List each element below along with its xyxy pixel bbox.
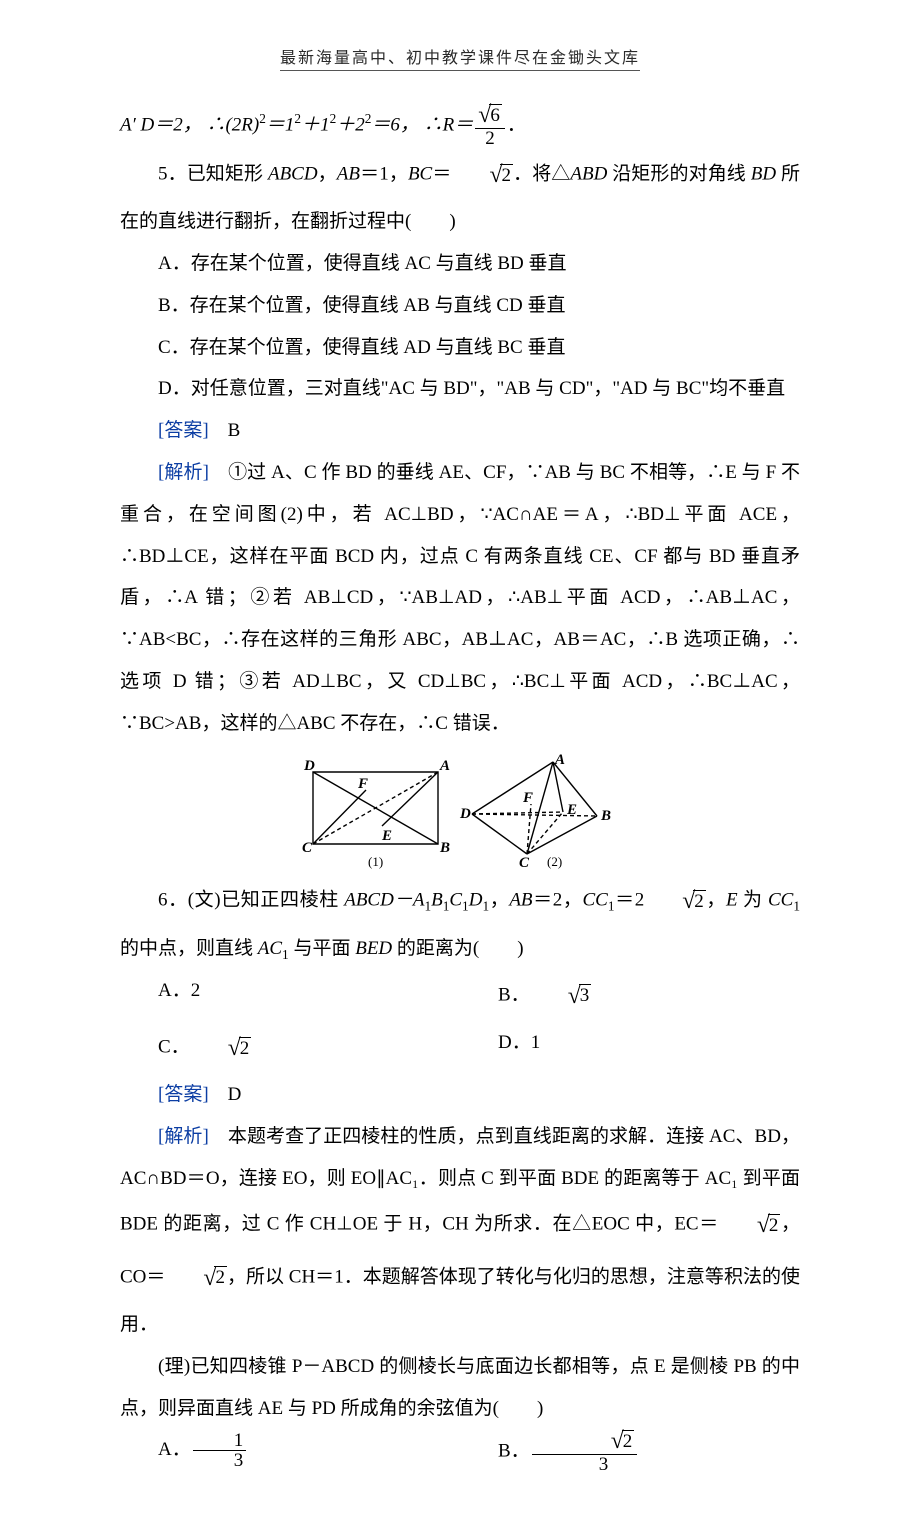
q5-choice-a: A．存在某个位置，使得直线 AC 与直线 BD 垂直 [120, 243, 800, 285]
q6-choice-c: C．√2 [120, 1022, 460, 1074]
q5-stem: 5．已知矩形 ABCD，AB＝1，BC＝√2．将△ABD 沿矩形的对角线 BD … [120, 149, 800, 243]
q5-choice-c: C．存在某个位置，使得直线 AD 与直线 BC 垂直 [120, 327, 800, 369]
q6b-choice-a: A．13 [120, 1429, 460, 1475]
svg-text:C: C [302, 840, 313, 856]
svg-text:B: B [600, 808, 611, 824]
q6-choice-d: D．1 [460, 1022, 800, 1074]
q6b-choices: A．13 B．√23 [120, 1429, 800, 1475]
q6-choice-b: B．√3 [460, 970, 800, 1022]
svg-text:F: F [522, 790, 533, 806]
q5-choice-d: D．对任意位置，三对直线"AC 与 BD"，"AB 与 CD"，"AD 与 BC… [120, 368, 800, 410]
q6b-choice-b: B．√23 [460, 1429, 800, 1475]
svg-text:D: D [303, 758, 315, 774]
svg-text:F: F [357, 776, 368, 792]
q5-answer: [答案] B [120, 410, 800, 452]
q6b-stem: (理)已知四棱锥 P－ABCD 的侧棱长与底面边长都相等，点 E 是侧棱 PB … [120, 1346, 800, 1430]
q6-stem: 6．(文)已知正四棱柱 ABCD－A1B1C1D1，AB＝2，CC1＝2√2，E… [120, 875, 800, 969]
q5-analysis: [解析] ①过 A、C 作 BD 的垂线 AE、CF，∵AB 与 BC 不相等，… [120, 452, 800, 745]
svg-text:D: D [459, 806, 471, 822]
q6-choice-a: A．2 [120, 970, 460, 1022]
svg-text:E: E [381, 828, 392, 844]
carryover-line: A′ D＝2， ∴(2R)2＝12＋12＋22＝6， ∴R＝√62． [120, 103, 800, 149]
q6-analysis: [解析] 本题考查了正四棱柱的性质，点到直线距离的求解．连接 AC、BD，AC∩… [120, 1116, 800, 1346]
svg-text:E: E [566, 802, 577, 818]
q5-choice-b: B．存在某个位置，使得直线 AB 与直线 CD 垂直 [120, 285, 800, 327]
q6-choices: A．2 B．√3 C．√2 D．1 [120, 970, 800, 1075]
svg-text:A: A [554, 754, 565, 768]
figure-2: A D B C E F (2) [457, 754, 622, 869]
svg-text:B: B [439, 840, 450, 856]
svg-text:A: A [439, 758, 450, 774]
q6-answer: [答案] D [120, 1074, 800, 1116]
figure-1-label: (1) [368, 854, 383, 869]
figure-2-label: (2) [547, 854, 562, 869]
svg-text:C: C [519, 855, 530, 869]
page-header: 最新海量高中、初中教学课件尽在金锄头文库 [280, 44, 640, 71]
figure-1: D A B C E F (1) [298, 754, 453, 869]
q5-figures: D A B C E F (1) A [120, 754, 800, 869]
